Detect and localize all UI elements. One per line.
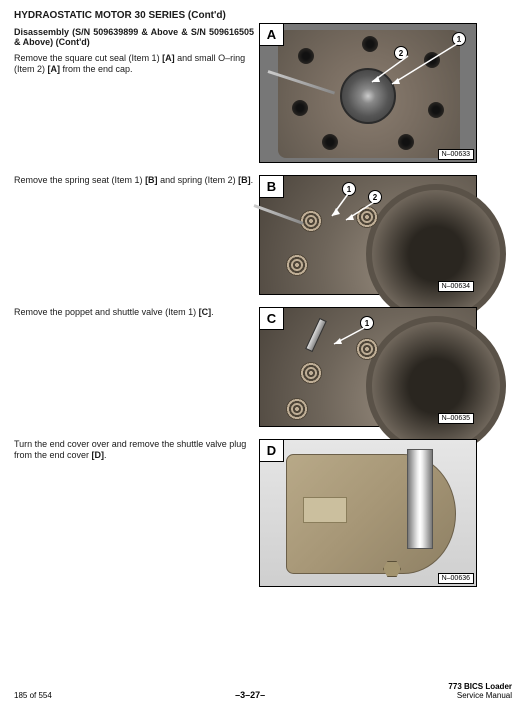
leader-lines: [260, 24, 478, 164]
step-text-b: Remove the spring seat (Item 1) [B] and …: [14, 175, 259, 186]
subsection-title: Disassembly (S/N 509639899 & Above & S/N…: [14, 27, 254, 47]
text: Turn the end cover over and remove the s…: [14, 439, 246, 460]
figure-ref: [A]: [162, 53, 175, 63]
figure-ref: [B]: [238, 175, 251, 185]
step-row-d: Turn the end cover over and remove the s…: [14, 439, 512, 587]
text: .: [251, 175, 254, 185]
figure-ref: [B]: [145, 175, 158, 185]
figure-ref: [C]: [199, 307, 212, 317]
page: HYDRAOSTATIC MOTOR 30 SERIES (Cont'd) Di…: [0, 0, 526, 706]
step-text-a: Remove the square cut seal (Item 1) [A] …: [14, 53, 259, 76]
figure-d: D N–00636: [259, 439, 477, 587]
text: from the end cap.: [60, 64, 133, 74]
page-number: –3–27–: [235, 690, 265, 700]
figure-id: N–00634: [438, 281, 474, 292]
figure-label: D: [260, 440, 284, 462]
leader-lines: [260, 176, 478, 296]
page-footer: 185 of 554 –3–27– 773 BICS Loader Servic…: [14, 682, 512, 700]
end-cover-illustration: [286, 454, 456, 574]
page-count: 185 of 554: [14, 691, 52, 700]
text: Remove the poppet and shuttle valve (Ite…: [14, 307, 199, 317]
product-name: 773 BICS Loader: [448, 682, 512, 691]
footer-right: 773 BICS Loader Service Manual: [448, 682, 512, 700]
figure-ref: [D]: [92, 450, 105, 460]
figure-id: N–00633: [438, 149, 474, 160]
document-type: Service Manual: [448, 691, 512, 700]
step-text-d: Turn the end cover over and remove the s…: [14, 439, 259, 462]
text: .: [211, 307, 214, 317]
step-row-b: Remove the spring seat (Item 1) [B] and …: [14, 175, 512, 295]
text: Remove the spring seat (Item 1): [14, 175, 145, 185]
step-row-c: Remove the poppet and shuttle valve (Ite…: [14, 307, 512, 427]
figure-id: N–00635: [438, 413, 474, 424]
text: Remove the square cut seal (Item 1): [14, 53, 162, 63]
section-title: HYDRAOSTATIC MOTOR 30 SERIES (Cont'd): [14, 10, 512, 21]
figure-a: A 1 2 N–00633: [259, 23, 477, 163]
step-row-a: Remove the square cut seal (Item 1) [A] …: [14, 53, 512, 163]
step-text-c: Remove the poppet and shuttle valve (Ite…: [14, 307, 259, 318]
leader-lines: [260, 308, 478, 428]
figure-ref: [A]: [48, 64, 61, 74]
text: .: [104, 450, 107, 460]
figure-id: N–00636: [438, 573, 474, 584]
figure-c: C 1 N–00635: [259, 307, 477, 427]
text: and spring (Item 2): [158, 175, 239, 185]
figure-b: B 1 2 N–00634: [259, 175, 477, 295]
